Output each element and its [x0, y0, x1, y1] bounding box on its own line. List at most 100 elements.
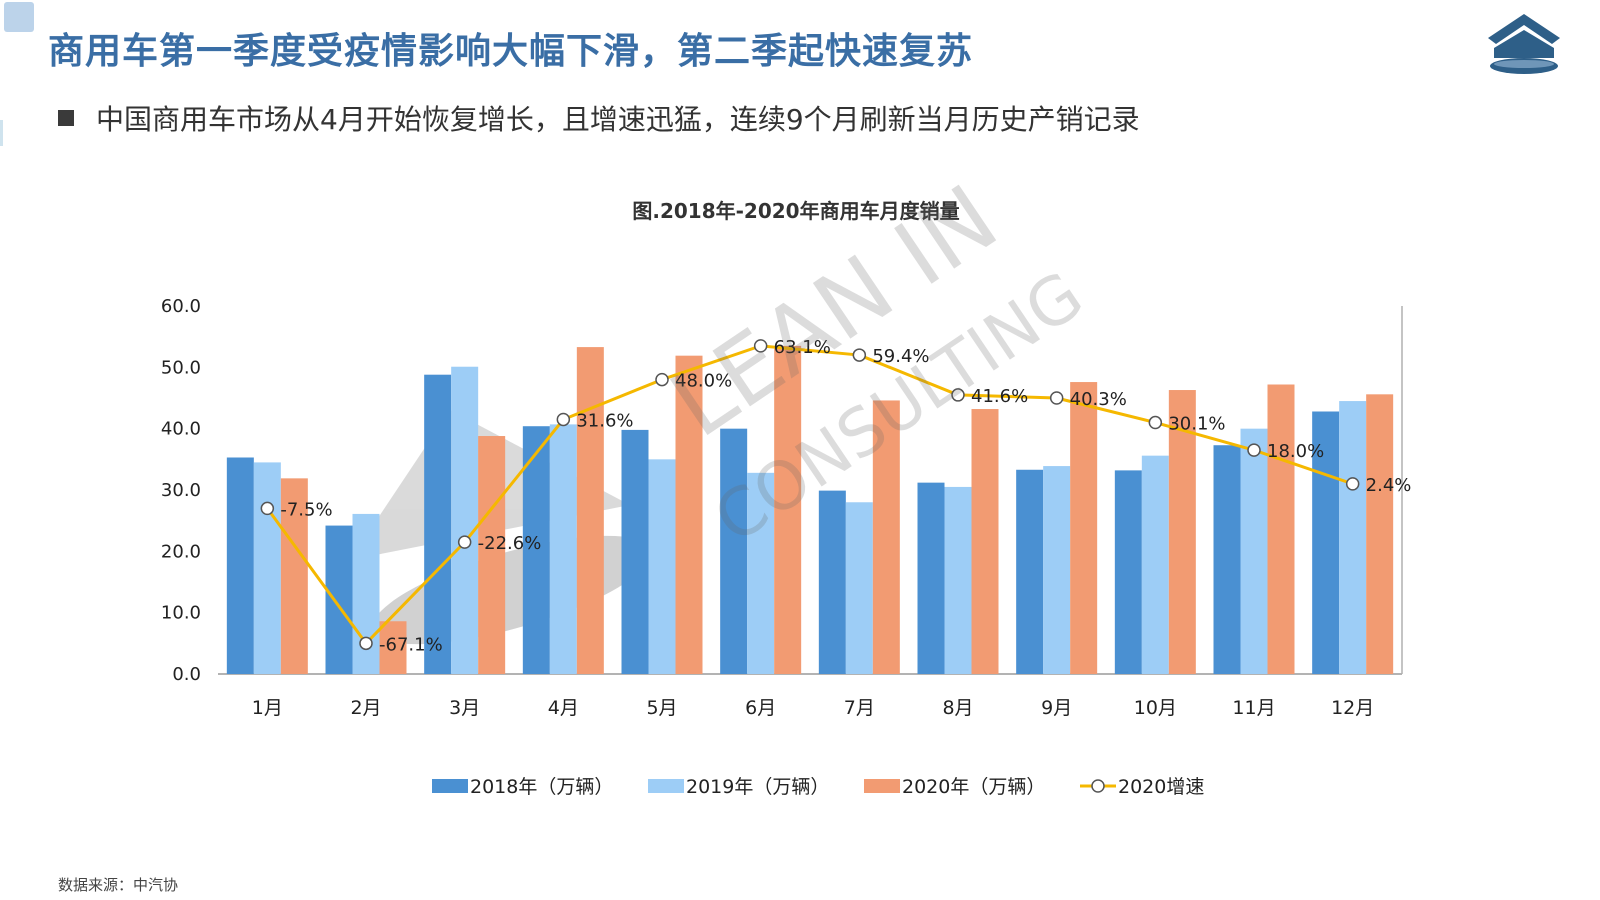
growth-label-9: 40.3% — [1070, 389, 1127, 410]
bar-2018-1 — [226, 457, 254, 674]
x-tick-label: 4月 — [548, 697, 579, 719]
bar-2018-6 — [720, 428, 748, 674]
growth-point-4 — [556, 412, 571, 427]
growth-label-7: 59.4% — [872, 346, 929, 367]
bar-2020-1 — [280, 478, 308, 674]
x-tick-label: 8月 — [942, 697, 973, 719]
growth-label-10: 30.1% — [1168, 414, 1225, 435]
axes — [218, 306, 1403, 675]
bar-2019-7 — [845, 502, 873, 674]
growth-point-6 — [753, 339, 768, 353]
growth-label-5: 48.0% — [675, 371, 732, 392]
bar-2018-2 — [325, 525, 353, 674]
growth-point-12 — [1345, 477, 1360, 491]
bar-2019-5 — [648, 459, 676, 674]
x-tick-label: 6月 — [745, 697, 776, 719]
bar-2019-3 — [451, 366, 479, 674]
growth-label-8: 41.6% — [971, 386, 1028, 407]
corner-accent — [4, 2, 34, 32]
growth-line — [260, 339, 1360, 651]
bullet-point: 中国商用车市场从4月开始恢复增长，且增速迅猛，连续9个月刷新当月历史产销记录 — [58, 98, 1140, 138]
legend-swatch-3 — [864, 779, 900, 793]
page-title: 商用车第一季度受疫情影响大幅下滑，第二季起快速复苏 — [48, 31, 974, 72]
legend-swatch-2 — [648, 779, 684, 793]
y-tick-label: 50.0 — [161, 357, 201, 378]
x-tick-label: 5月 — [646, 697, 677, 719]
x-tick-label: 12月 — [1331, 697, 1374, 719]
growth-point-5 — [655, 372, 669, 387]
growth-label-2: -67.1% — [379, 634, 443, 655]
growth-point-10 — [1148, 415, 1163, 430]
bar-2020-9 — [1070, 382, 1098, 674]
bar-2020-5 — [675, 355, 703, 674]
growth-point-7 — [852, 348, 867, 362]
bar-2019-1 — [253, 462, 281, 674]
bar-2018-9 — [1016, 469, 1044, 674]
legend-label-4: 2020增速 — [1118, 776, 1204, 798]
y-tick-label: 20.0 — [161, 541, 201, 562]
legend: 2018年（万辆） 2019年（万辆） 2020年（万辆） 2020增速 — [432, 776, 1204, 798]
y-tick-label: 10.0 — [161, 603, 201, 624]
bar-2020-7 — [872, 400, 900, 674]
x-tick-label: 10月 — [1134, 697, 1177, 719]
y-tick-label: 40.0 — [161, 419, 201, 440]
bar-2019-8 — [944, 486, 972, 674]
y-tick-label: 30.0 — [161, 480, 201, 501]
bar-2018-12 — [1312, 411, 1340, 674]
bar-2020-8 — [971, 409, 999, 674]
x-tick-label: 1月 — [252, 697, 283, 719]
growth-line-path — [266, 344, 1354, 645]
source-note: 数据来源：中汽协 — [58, 876, 179, 894]
bullet-square-icon — [58, 110, 74, 126]
company-logo-icon — [1488, 14, 1560, 74]
x-tick-label: 9月 — [1041, 697, 1072, 719]
growth-labels: -7.5% -67.1% -22.6% 31.6% 48.0% 63.1% 59.4% 41.… — [280, 337, 1411, 655]
bar-2018-4 — [522, 426, 550, 674]
chart-title: 图.2018年-2020年商用车月度销量 — [632, 199, 959, 223]
growth-label-3: -22.6% — [478, 533, 542, 554]
bar-2018-3 — [424, 374, 452, 674]
growth-label-12: 2.4% — [1366, 475, 1412, 496]
bar-2020-6 — [774, 345, 802, 674]
logo-base-highlight — [1494, 60, 1554, 68]
x-tick-label: 11月 — [1232, 697, 1275, 719]
sales-chart: 图.2018年-2020年商用车月度销量 -7.5% -67.1% -22.6% 31… — [161, 165, 1411, 798]
bar-2020-4 — [576, 347, 604, 674]
bar-2020-2 — [379, 621, 407, 674]
growth-point-9 — [1049, 391, 1064, 405]
x-tick-label: 3月 — [449, 697, 480, 719]
x-tick-label: 7月 — [844, 697, 875, 719]
bar-2018-8 — [917, 482, 945, 674]
bar-2019-12 — [1339, 401, 1367, 674]
logo-body — [1494, 30, 1554, 58]
bar-2020-11 — [1267, 384, 1295, 674]
x-tick-label: 2月 — [350, 697, 381, 719]
growth-label-4: 31.6% — [576, 410, 633, 431]
y-tick-label: 0.0 — [172, 664, 201, 685]
growth-point-8 — [951, 388, 965, 402]
growth-label-11: 18.0% — [1267, 441, 1324, 462]
growth-point-1 — [260, 501, 275, 516]
legend-label-2: 2019年（万辆） — [686, 776, 829, 798]
bar-2019-10 — [1141, 455, 1169, 674]
growth-point-3 — [457, 535, 472, 549]
growth-point-11 — [1247, 443, 1261, 457]
legend-marker-icon — [1091, 779, 1105, 793]
legend-label-3: 2020年（万辆） — [902, 776, 1045, 798]
bar-2020-3 — [478, 436, 506, 674]
bars — [226, 345, 1394, 674]
bar-2020-12 — [1366, 394, 1394, 674]
bar-2018-5 — [621, 429, 649, 674]
y-tick-label: 60.0 — [161, 296, 201, 317]
bar-2019-4 — [549, 424, 577, 674]
growth-point-2 — [359, 636, 373, 651]
side-accent — [0, 120, 3, 146]
bar-2019-11 — [1240, 428, 1268, 674]
legend-label-1: 2018年（万辆） — [470, 776, 613, 798]
bullet-text: 中国商用车市场从4月开始恢复增长，且增速迅猛，连续9个月刷新当月历史产销记录 — [96, 103, 1140, 136]
bar-2019-9 — [1043, 466, 1071, 674]
logo-roof — [1488, 14, 1560, 44]
bar-2018-7 — [818, 490, 846, 674]
legend-swatch-1 — [432, 779, 468, 793]
growth-label-1: -7.5% — [280, 499, 332, 520]
